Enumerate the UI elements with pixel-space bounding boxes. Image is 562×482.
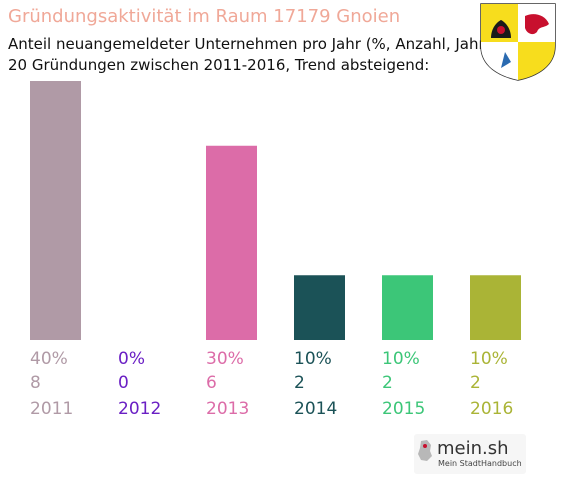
logo-tagline: Mein StadtHandbuch [438, 459, 522, 468]
percent-label-2016: 10% [470, 349, 508, 369]
bar-2013 [206, 145, 257, 340]
year-label-2011: 2011 [30, 399, 73, 419]
year-label-2016: 2016 [470, 399, 513, 419]
chart-title: Gründungsaktivität im Raum 17179 Gnoien [8, 6, 401, 27]
percent-label-2014: 10% [294, 349, 332, 369]
bar-2015 [382, 275, 433, 340]
chart-subtitle-line2: 20 Gründungen zwischen 2011-2016, Trend … [8, 56, 430, 74]
count-label-2015: 2 [382, 373, 393, 393]
percent-label-2011: 40% [30, 349, 68, 369]
mein-sh-logo: mein.sh Mein StadtHandbuch [414, 434, 526, 474]
year-label-2013: 2013 [206, 399, 249, 419]
percent-label-2012: 0% [118, 349, 145, 369]
chart-subtitle-line1: Anteil neuangemeldeter Unternehmen pro J… [8, 35, 491, 53]
coat-of-arms-icon [480, 3, 556, 81]
bar-2016 [470, 275, 521, 340]
logo-name: mein.sh [437, 438, 509, 459]
count-label-2014: 2 [294, 373, 305, 393]
count-label-2011: 8 [30, 373, 41, 393]
year-label-2015: 2015 [382, 399, 425, 419]
germany-map-icon [418, 440, 432, 461]
count-label-2016: 2 [470, 373, 481, 393]
count-label-2013: 6 [206, 373, 217, 393]
year-label-2012: 2012 [118, 399, 161, 419]
count-label-2012: 0 [118, 373, 129, 393]
bar-2014 [294, 275, 345, 340]
bar-2011 [30, 81, 81, 340]
percent-label-2015: 10% [382, 349, 420, 369]
percent-label-2013: 30% [206, 349, 244, 369]
year-label-2014: 2014 [294, 399, 337, 419]
